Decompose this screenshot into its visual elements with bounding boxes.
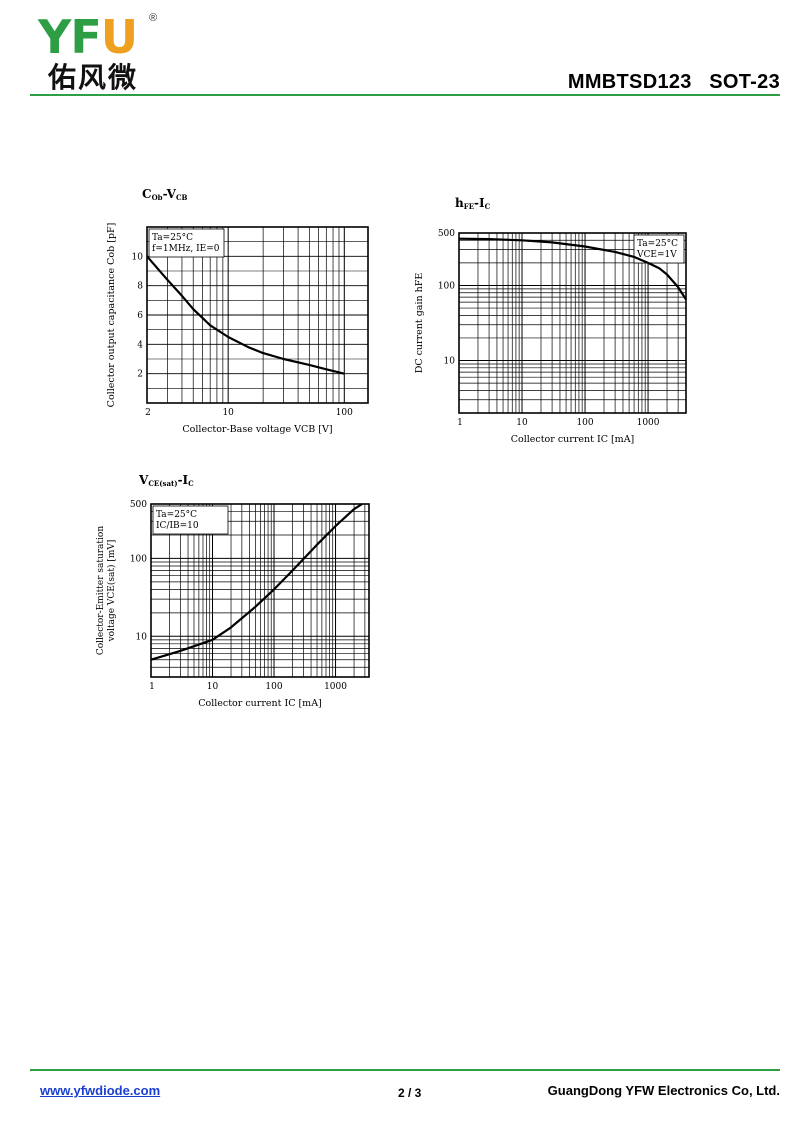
annotation-text: Ta=25°C — [156, 510, 197, 520]
title-subscript: FE — [463, 202, 475, 211]
logo-letter-y: Y — [38, 10, 71, 64]
x-tick-label: 1 — [457, 418, 463, 428]
y-tick-label: 10 — [136, 632, 148, 642]
series-line — [458, 237, 687, 301]
company-name: GuangDong YFW Electronics Co, Ltd. — [547, 1083, 780, 1098]
x-tick-label: 100 — [336, 408, 353, 418]
series-line — [150, 503, 363, 661]
annotation-text: VCE=1V — [636, 250, 677, 260]
annotation-text: Ta=25°C — [152, 233, 193, 243]
title-text: -I — [474, 196, 485, 210]
chart-title-hfe-ic: hFE-IC — [455, 196, 490, 211]
x-tick-label: 1000 — [637, 418, 660, 428]
title-subscript: CE(sat) — [148, 479, 178, 488]
y-tick-label: 4 — [137, 340, 143, 350]
title-text: V — [139, 473, 149, 487]
website-link[interactable]: www.yfwdiode.com — [40, 1083, 161, 1098]
x-axis-label: Collector-Base voltage VCB [V] — [182, 424, 332, 435]
part-number-title: MMBTSD123 SOT-23 — [567, 71, 780, 93]
x-tick-label: 1 — [149, 682, 155, 692]
y-axis-label: Collector-Emitter saturation — [96, 526, 106, 655]
y-tick-label: 100 — [438, 281, 455, 291]
footer-divider — [30, 1069, 780, 1071]
y-tick-label: 2 — [137, 370, 143, 380]
x-axis-label: Collector current IC [mA] — [511, 434, 635, 445]
y-axis-label: Collector output capacitance Cob [pF] — [106, 223, 117, 408]
page-number: 2 / 3 — [398, 1086, 422, 1100]
y-tick-label: 10 — [132, 252, 144, 262]
chart-1 — [146, 226, 369, 404]
plot-frame — [458, 232, 687, 414]
y-tick-label: 6 — [137, 311, 143, 321]
x-tick-label: 10 — [207, 682, 219, 692]
annotation-text: Ta=25°C — [637, 239, 678, 249]
title-text: C — [142, 187, 152, 201]
logo-letter-u: U — [100, 10, 138, 64]
plot-frame — [150, 503, 370, 678]
x-tick-label: 2 — [145, 408, 151, 418]
title-text: -I — [177, 473, 189, 487]
y-tick-label: 10 — [444, 357, 456, 367]
y-tick-label: 8 — [137, 282, 143, 292]
annotation-box — [152, 505, 229, 535]
x-tick-label: 100 — [265, 682, 282, 692]
y-tick-label: 100 — [130, 554, 147, 564]
y-axis-label: DC current gain hFE — [414, 273, 425, 374]
registered-mark: ® — [149, 12, 158, 24]
logo-chinese-name: 佑风微 — [48, 61, 139, 94]
title-text: -V — [162, 187, 176, 201]
annotation-box — [148, 228, 225, 258]
annotation-text: IC/IB=10 — [156, 521, 199, 531]
logo-letters: YFU — [38, 10, 138, 64]
x-tick-label: 10 — [222, 408, 234, 418]
y-tick-label: 500 — [130, 500, 147, 510]
y-axis-label: voltage VCE(sat) [mV] — [106, 540, 117, 643]
annotation-box — [633, 234, 685, 264]
x-tick-label: 10 — [516, 418, 528, 428]
annotation-text: f=1MHz, IE=0 — [152, 244, 220, 254]
header-divider — [30, 94, 780, 96]
x-tick-label: 100 — [576, 418, 593, 428]
series-line — [146, 255, 345, 375]
plot-frame — [146, 226, 369, 404]
title-subscript: C — [188, 479, 194, 488]
x-tick-label: 1000 — [324, 682, 347, 692]
y-tick-label: 500 — [438, 229, 455, 239]
x-axis-label: Collector current IC [mA] — [198, 698, 322, 709]
chart-3 — [150, 503, 370, 678]
chart-2 — [458, 232, 687, 414]
logo-letter-f: F — [70, 10, 101, 64]
title-subscript: C — [484, 202, 491, 211]
title-text: h — [455, 196, 464, 210]
chart-title-cob-vcb: COb-VCB — [142, 187, 187, 202]
title-subscript: Ob — [151, 193, 163, 202]
chart-title-vcesat-ic: VCE(sat)-IC — [139, 473, 194, 488]
title-subscript: CB — [175, 193, 188, 202]
company-logo: YFU ® 佑风微 — [38, 10, 168, 94]
